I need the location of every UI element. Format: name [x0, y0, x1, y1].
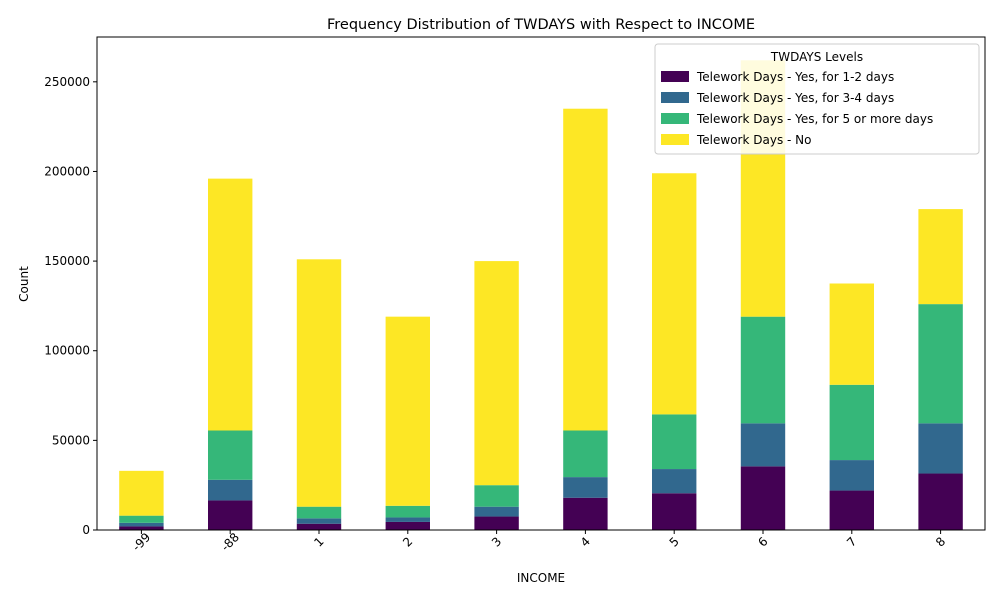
- bar-3-series-4: [474, 261, 519, 486]
- bar-8-series-1: [918, 473, 963, 530]
- x-tick-label: 3: [489, 534, 504, 549]
- bar-6-series-1: [740, 466, 786, 530]
- bars-group: [119, 60, 963, 530]
- x-tick-label: 1: [311, 534, 326, 549]
- bar-8-series-2: [918, 423, 963, 474]
- bar-3-series-2: [474, 506, 519, 517]
- bar--99-series-2: [119, 522, 164, 527]
- bar-1-series-1: [296, 523, 342, 530]
- legend-swatch: [661, 92, 689, 103]
- bar--99-series-3: [119, 515, 164, 523]
- y-tick-label: 250000: [44, 75, 90, 89]
- plot-frame: [96, 36, 986, 531]
- bar-1-series-3: [296, 506, 342, 519]
- bar-3-series-1: [474, 516, 519, 530]
- legend: TWDAYS Levels Telework Days - Yes, for 1-…: [654, 43, 980, 155]
- bar--99-series-4: [119, 470, 164, 516]
- bar-5-series-3: [652, 414, 697, 470]
- legend-frame: [654, 43, 980, 155]
- bar-5-series-1: [652, 493, 697, 530]
- bar-4-series-1: [563, 497, 608, 530]
- bar-7-series-2: [829, 460, 874, 491]
- x-tick-label: 5: [667, 534, 682, 549]
- y-tick-label: 0: [82, 523, 90, 537]
- bar-2-series-2: [385, 517, 430, 522]
- bar--99-series-1: [119, 526, 164, 530]
- legend-title: TWDAYS Levels: [770, 50, 863, 64]
- y-tick-label: 200000: [44, 164, 90, 178]
- bar-4-series-2: [563, 477, 608, 498]
- bar-5-series-2: [652, 469, 697, 494]
- bar-3-series-3: [474, 485, 519, 507]
- bar-2-series-3: [385, 505, 430, 518]
- legend-entry: Telework Days - No: [696, 133, 811, 147]
- y-tick-label: 100000: [44, 344, 90, 358]
- bar-2-series-1: [385, 521, 430, 530]
- bar-4-series-3: [563, 430, 608, 478]
- x-tick-label: 2: [400, 534, 415, 549]
- x-tick-label: -99: [130, 530, 154, 554]
- y-axis: 0 50000 100000 150000 200000 250000: [44, 75, 97, 537]
- y-tick-label: 50000: [52, 433, 90, 447]
- legend-entry: Telework Days - Yes, for 1-2 days: [696, 70, 894, 84]
- bar-8-series-3: [918, 304, 963, 424]
- bar--88-series-1: [208, 500, 253, 530]
- bar-4-series-4: [563, 108, 608, 431]
- bar-6-series-3: [740, 316, 786, 424]
- x-axis-label: INCOME: [517, 571, 565, 585]
- bar--88-series-3: [208, 430, 253, 480]
- y-axis-label: Count: [17, 266, 31, 302]
- bar-1-series-2: [296, 518, 342, 524]
- bar-7-series-4: [829, 283, 874, 385]
- bar--88-series-2: [208, 479, 253, 501]
- bar--88-series-4: [208, 178, 253, 431]
- y-tick-label: 150000: [44, 254, 90, 268]
- chart-title: Frequency Distribution of TWDAYS with Re…: [327, 17, 755, 33]
- legend-swatch: [661, 134, 689, 145]
- x-tick-label: -88: [218, 530, 242, 554]
- x-tick-label: 8: [933, 534, 948, 549]
- x-tick-label: 7: [844, 534, 859, 549]
- bar-7-series-3: [829, 384, 874, 461]
- bar-8-series-4: [918, 209, 963, 305]
- x-tick-label: 6: [755, 534, 770, 549]
- legend-swatch: [661, 71, 689, 82]
- legend-swatch: [661, 113, 689, 124]
- legend-entry: Telework Days - Yes, for 5 or more days: [696, 112, 933, 126]
- bar-7-series-1: [829, 490, 874, 530]
- x-axis: -99 -88 1 2 3 4 5 6 7 8: [130, 530, 948, 554]
- legend-entry: Telework Days - Yes, for 3-4 days: [696, 91, 894, 105]
- bar-6-series-2: [740, 423, 786, 467]
- bar-1-series-4: [296, 259, 342, 507]
- x-tick-label: 4: [578, 534, 593, 549]
- bar-5-series-4: [652, 173, 697, 415]
- bar-2-series-4: [385, 316, 430, 506]
